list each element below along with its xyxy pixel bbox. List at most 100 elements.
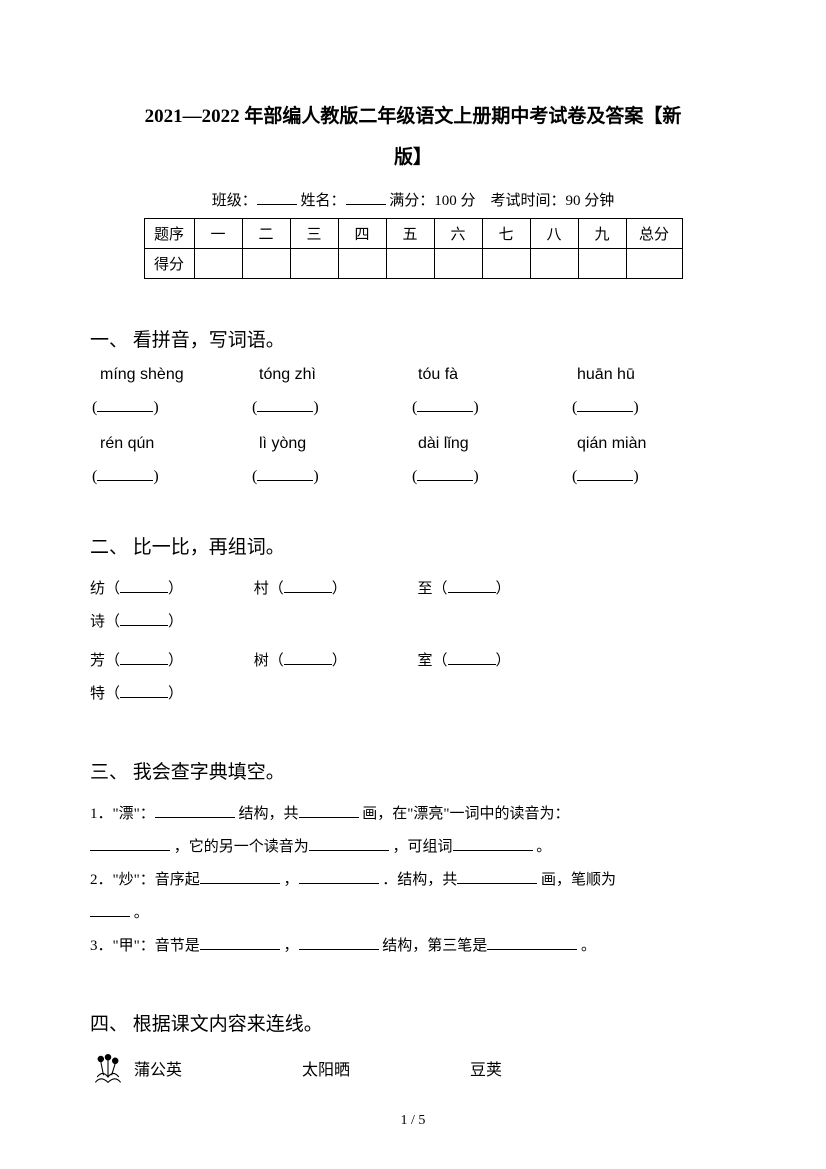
compare-blank[interactable] <box>284 653 332 665</box>
class-label: 班级： <box>212 193 257 209</box>
name-blank[interactable] <box>346 204 386 205</box>
title-line-1: 2021—2022 年部编人教版二年级语文上册期中考试卷及答案【新 <box>90 100 736 134</box>
compare-blank[interactable] <box>120 581 168 593</box>
dict-text: 画，在"漂亮"一词中的读音为： <box>362 806 569 822</box>
compare-row: 芳（） 树（） 室（） 特（） <box>90 645 736 711</box>
dict-blank[interactable] <box>200 872 280 884</box>
dict-blank[interactable] <box>90 905 130 917</box>
section-2-title: 二、 比一比，再组词。 <box>90 532 736 559</box>
answer-blank[interactable] <box>257 398 313 412</box>
compare-char: 特（ <box>90 686 120 702</box>
page-number: 1 / 5 <box>0 1113 826 1129</box>
answer-blank[interactable] <box>577 398 633 412</box>
dict-blank[interactable] <box>299 938 379 950</box>
score-cell[interactable] <box>578 249 626 279</box>
compare-item: 芳（） <box>90 645 250 678</box>
dict-line: 。 <box>90 897 736 930</box>
header-cell: 题序 <box>144 219 194 249</box>
dict-line: 2．"炒"：音序起 ， ．结构，共 画，笔顺为 <box>90 864 736 897</box>
compare-blank[interactable] <box>120 614 168 626</box>
dict-text: 。 <box>536 839 551 855</box>
connect-row: 蒲公英 太阳晒 豆荚 <box>90 1050 736 1086</box>
section-3-title: 三、 我会查字典填空。 <box>90 757 736 784</box>
compare-item: 诗（） <box>90 606 250 639</box>
header-cell: 六 <box>434 219 482 249</box>
pinyin-item: tóu fà <box>418 366 577 384</box>
table-row: 得分 <box>144 249 682 279</box>
score-cell[interactable] <box>386 249 434 279</box>
compare-blank[interactable] <box>448 653 496 665</box>
dict-blank[interactable] <box>453 839 533 851</box>
answer-blank[interactable] <box>257 467 313 481</box>
dict-blank[interactable] <box>155 806 235 818</box>
full-score-label: 满分：100 分 <box>389 193 475 209</box>
compare-blank[interactable] <box>120 653 168 665</box>
header-cell: 五 <box>386 219 434 249</box>
meta-line: 班级： 姓名： 满分：100 分 考试时间：90 分钟 <box>90 189 736 210</box>
dict-line: 1．"漂"： 结构，共 画，在"漂亮"一词中的读音为： <box>90 798 736 831</box>
section-1-title: 一、 看拼音，写词语。 <box>90 325 736 352</box>
compare-char: 村（ <box>254 581 284 597</box>
dict-blank[interactable] <box>90 839 170 851</box>
pinyin-item: qián miàn <box>577 435 736 453</box>
dict-blank[interactable] <box>309 839 389 851</box>
compare-char: 树（ <box>254 653 284 669</box>
dict-text: 结构，共 <box>239 806 299 822</box>
compare-char: 诗（ <box>90 614 120 630</box>
score-label-cell: 得分 <box>144 249 194 279</box>
pinyin-item: tóng zhì <box>259 366 418 384</box>
answer-item: () <box>412 467 572 486</box>
pinyin-row: rén qún lì yòng dài lǐng qián miàn <box>100 435 736 453</box>
compare-blank[interactable] <box>284 581 332 593</box>
class-blank[interactable] <box>257 204 297 205</box>
score-cell[interactable] <box>290 249 338 279</box>
score-cell[interactable] <box>194 249 242 279</box>
dict-text: 2．"炒"：音序起 <box>90 872 200 888</box>
compare-item: 纺（） <box>90 573 250 606</box>
dict-text: 画，笔顺为 <box>541 872 616 888</box>
pinyin-row: míng shèng tóng zhì tóu fà huān hū <box>100 366 736 384</box>
dict-line: ，它的另一个读音为 ，可组词 。 <box>90 831 736 864</box>
connect-item: 豆荚 <box>470 1056 502 1080</box>
dict-blank[interactable] <box>299 872 379 884</box>
dict-blank[interactable] <box>299 806 359 818</box>
compare-item: 村（） <box>254 573 414 606</box>
title-line-2: 版】 <box>90 142 736 169</box>
answer-blank[interactable] <box>577 467 633 481</box>
header-cell: 七 <box>482 219 530 249</box>
answer-blank[interactable] <box>417 398 473 412</box>
score-cell[interactable] <box>434 249 482 279</box>
score-cell[interactable] <box>338 249 386 279</box>
answer-blank[interactable] <box>97 398 153 412</box>
compare-blank[interactable] <box>448 581 496 593</box>
score-cell[interactable] <box>242 249 290 279</box>
pinyin-item: rén qún <box>100 435 259 453</box>
score-cell[interactable] <box>626 249 682 279</box>
answer-blank[interactable] <box>97 467 153 481</box>
score-cell[interactable] <box>530 249 578 279</box>
answer-item: () <box>252 467 412 486</box>
pinyin-item: dài lǐng <box>418 435 577 453</box>
compare-blank[interactable] <box>120 686 168 698</box>
compare-item: 室（） <box>418 645 578 678</box>
dict-text: ，它的另一个读音为 <box>174 839 309 855</box>
compare-char: 纺（ <box>90 581 120 597</box>
connect-item: 蒲公英 <box>134 1056 182 1080</box>
compare-char: 室（ <box>418 653 448 669</box>
score-cell[interactable] <box>482 249 530 279</box>
table-row: 题序 一 二 三 四 五 六 七 八 九 总分 <box>144 219 682 249</box>
dict-blank[interactable] <box>200 938 280 950</box>
answer-item: () <box>92 398 252 417</box>
dict-blank[interactable] <box>457 872 537 884</box>
compare-item: 特（） <box>90 678 250 711</box>
header-cell: 八 <box>530 219 578 249</box>
answer-item: () <box>572 467 732 486</box>
dict-text: ，可组词 <box>393 839 453 855</box>
dict-text: 3．"甲"：音节是 <box>90 938 200 954</box>
dict-blank[interactable] <box>487 938 577 950</box>
header-cell: 二 <box>242 219 290 249</box>
dict-text: ， <box>284 938 299 954</box>
compare-row: 纺（） 村（） 至（） 诗（） <box>90 573 736 639</box>
header-cell: 三 <box>290 219 338 249</box>
answer-blank[interactable] <box>417 467 473 481</box>
